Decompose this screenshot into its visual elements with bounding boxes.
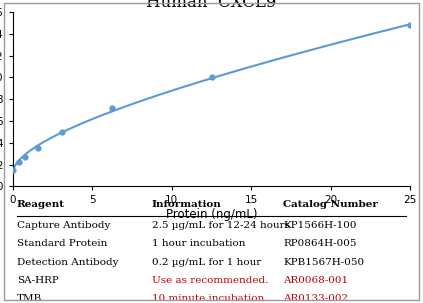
Text: 2.5 µg/mL for 12-24 hours: 2.5 µg/mL for 12-24 hours <box>152 221 290 230</box>
X-axis label: Protein (ng/mL): Protein (ng/mL) <box>166 208 257 221</box>
Text: Information: Information <box>152 200 222 209</box>
Text: Capture Antibody: Capture Antibody <box>16 221 110 230</box>
Text: 1 hour incubation: 1 hour incubation <box>152 239 245 248</box>
Text: 10 minute incubation: 10 minute incubation <box>152 295 264 303</box>
Text: AR0068-001: AR0068-001 <box>283 276 348 285</box>
Text: RP0864H-005: RP0864H-005 <box>283 239 357 248</box>
Text: KPB1567H-050: KPB1567H-050 <box>283 258 364 267</box>
Text: SA-HRP: SA-HRP <box>16 276 58 285</box>
Title: Human  CXCL9: Human CXCL9 <box>146 0 277 11</box>
Text: Reagent: Reagent <box>16 200 65 209</box>
Text: KP1566H-100: KP1566H-100 <box>283 221 357 230</box>
Text: Detection Antibody: Detection Antibody <box>16 258 118 267</box>
Text: TMB: TMB <box>16 295 42 303</box>
Text: Catalog Number: Catalog Number <box>283 200 378 209</box>
Text: Standard Protein: Standard Protein <box>16 239 107 248</box>
Text: 0.2 µg/mL for 1 hour: 0.2 µg/mL for 1 hour <box>152 258 261 267</box>
Text: Use as recommended.: Use as recommended. <box>152 276 268 285</box>
Text: AR0133-002: AR0133-002 <box>283 295 348 303</box>
